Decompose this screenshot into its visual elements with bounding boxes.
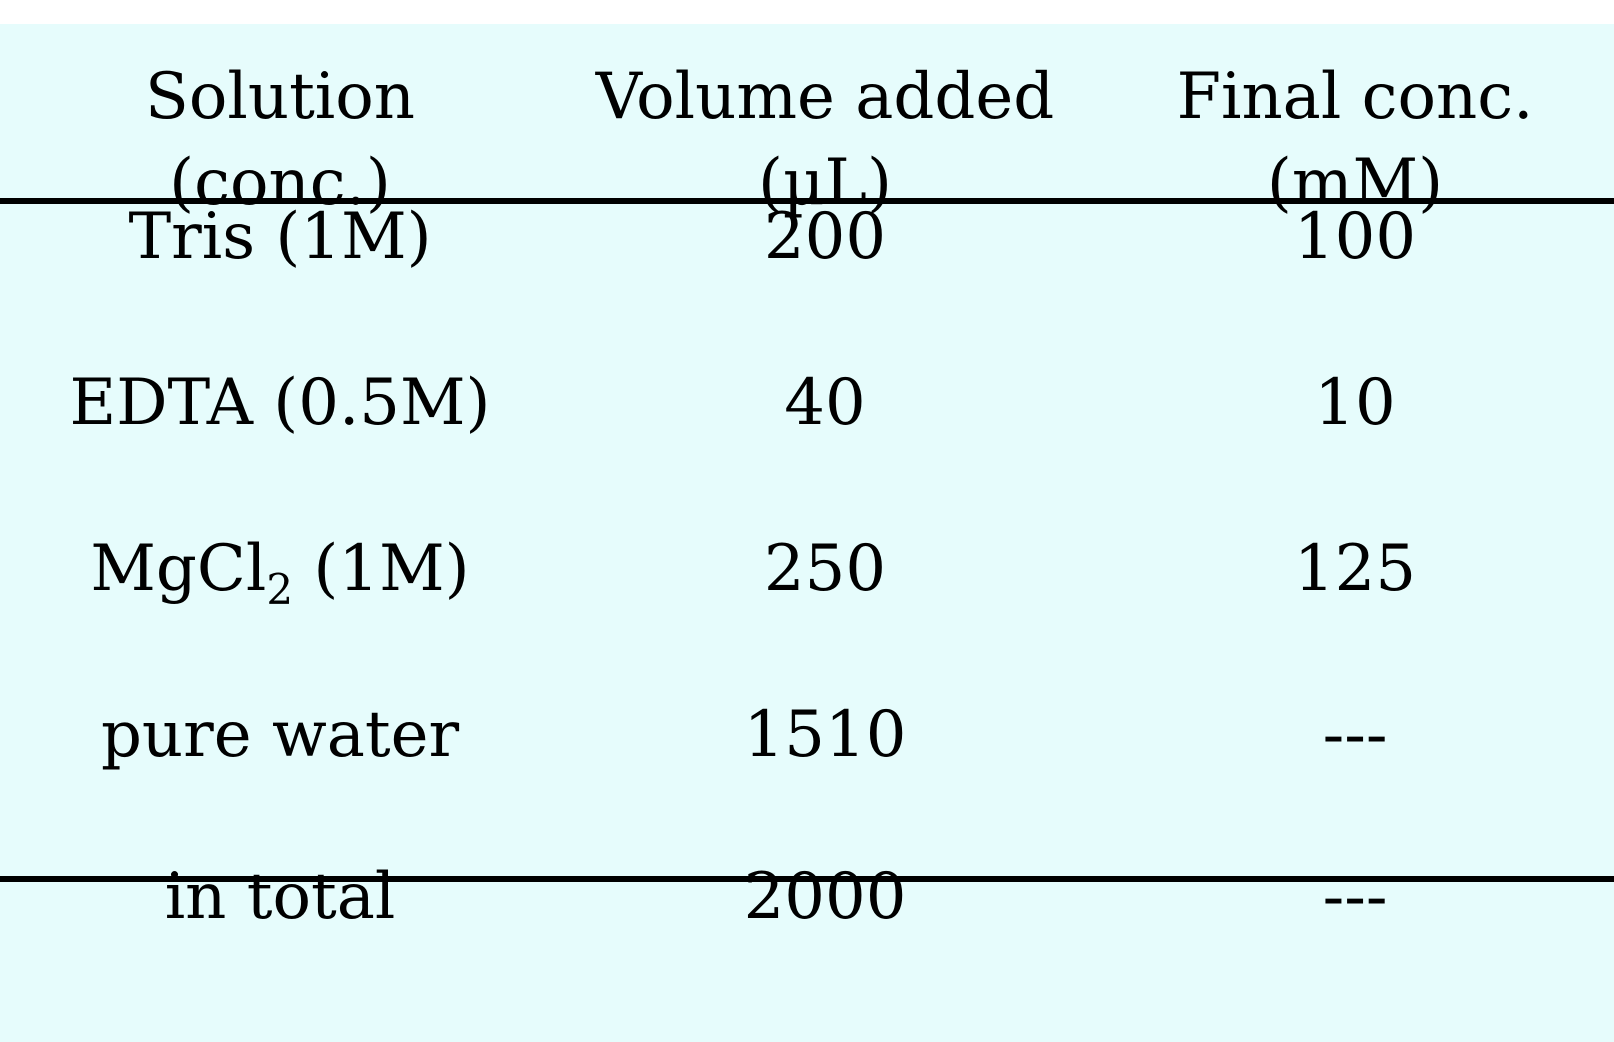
row-water-final: --- [1322, 698, 1388, 772]
row-tris-volume: 200 [763, 200, 887, 274]
row-edta-final: 10 [1314, 366, 1396, 440]
row-water-volume: 1510 [743, 698, 907, 772]
header-final: Final conc. (mM) [1100, 54, 1610, 226]
total-divider [0, 876, 1614, 882]
header-volume-line1: Volume added [595, 60, 1055, 134]
header-volume-line2: (µL) [757, 146, 893, 220]
row-mgcl2-volume: 250 [763, 532, 887, 606]
row-mgcl2-suffix: (1M) [293, 532, 470, 606]
header-solution: Solution (conc.) [10, 54, 550, 226]
row-total-solution: in total [164, 860, 396, 934]
row-mgcl2-prefix: MgCl [90, 532, 267, 606]
header-volume: Volume added (µL) [560, 54, 1090, 226]
header-solution-line1: Solution [145, 60, 415, 134]
row-water-solution: pure water [100, 698, 460, 772]
row-edta-solution: EDTA (0.5M) [69, 366, 491, 440]
row-mgcl2-subscript: 2 [266, 565, 294, 614]
header-divider [0, 198, 1614, 204]
row-tris-final: 100 [1293, 200, 1417, 274]
header-final-line2: (mM) [1266, 146, 1444, 220]
row-tris-solution: Tris (1M) [128, 200, 432, 274]
row-total-final: --- [1322, 860, 1388, 934]
row-edta-volume: 40 [784, 366, 866, 440]
header-final-line1: Final conc. [1176, 60, 1534, 134]
row-total-volume: 2000 [743, 860, 907, 934]
header-solution-line2: (conc.) [169, 146, 391, 220]
row-mgcl2-solution: MgCl2 (1M) [10, 526, 550, 612]
row-mgcl2-final: 125 [1293, 532, 1417, 606]
table-panel: Solution (conc.) Volume added (µL) Final… [0, 24, 1614, 1042]
